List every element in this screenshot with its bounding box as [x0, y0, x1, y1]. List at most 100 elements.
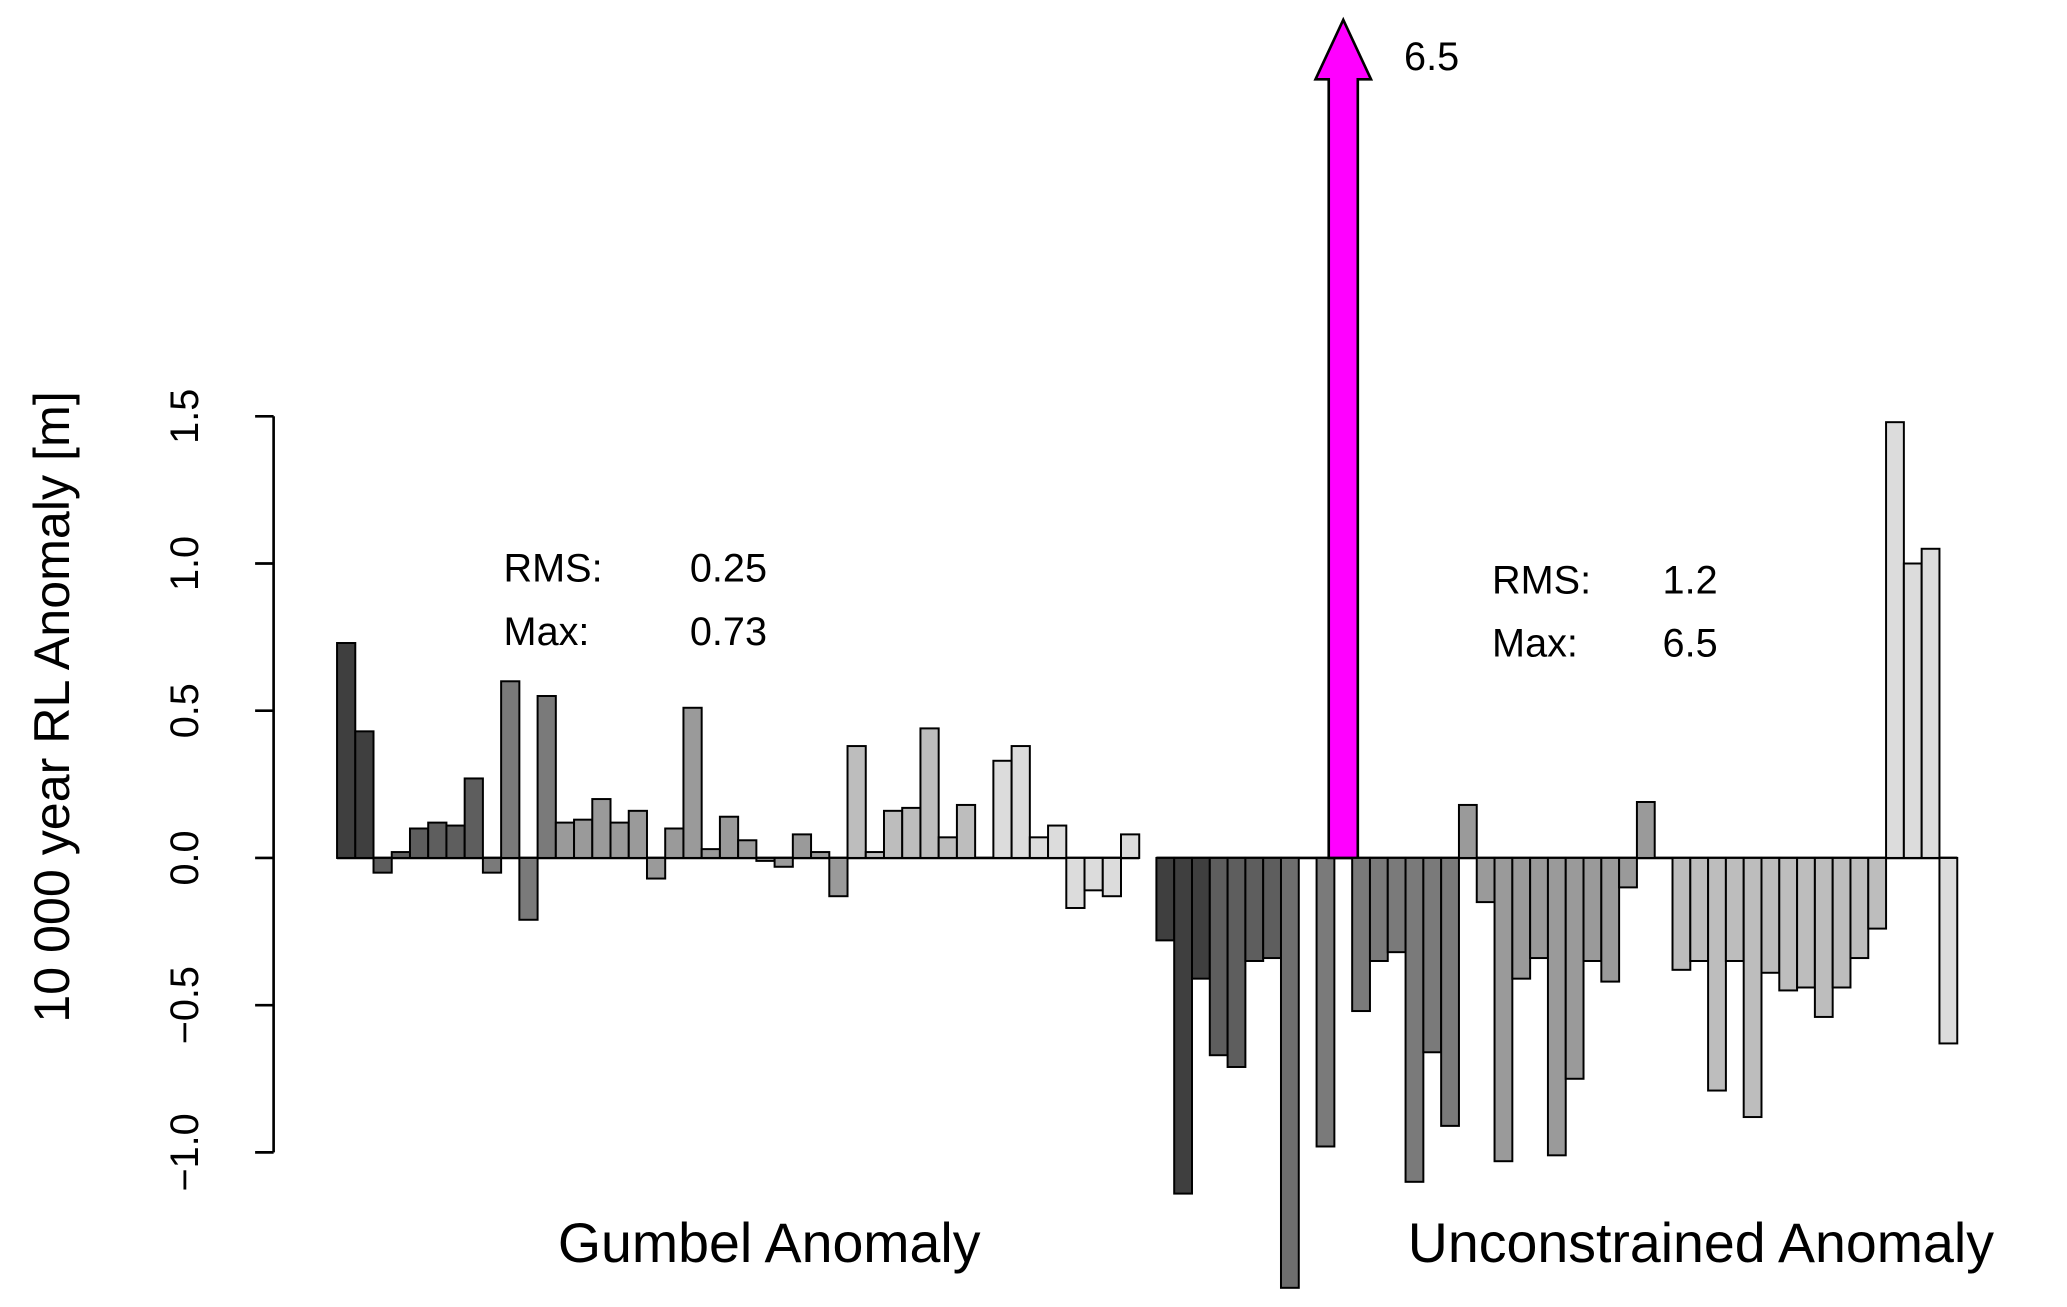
- y-tick-label: 0.5: [163, 683, 207, 738]
- bar: [1368, 856, 1389, 962]
- highlight-arrow: [1313, 16, 1374, 860]
- bar: [664, 827, 685, 859]
- bar: [1191, 856, 1211, 980]
- bar: [919, 727, 940, 859]
- max-label: Max:: [504, 610, 590, 654]
- bar: [1796, 856, 1816, 989]
- bar: [1885, 421, 1905, 859]
- bar: [1529, 856, 1549, 960]
- bar: [955, 803, 977, 859]
- bar: [1920, 547, 1941, 859]
- bar: [810, 851, 831, 859]
- bar: [1475, 856, 1496, 904]
- bar: [737, 839, 758, 859]
- bar: [463, 777, 484, 859]
- bar: [1010, 745, 1031, 859]
- bar: [1028, 836, 1050, 859]
- bar: [554, 821, 576, 859]
- bar: [1707, 856, 1727, 1092]
- bar: [1279, 856, 1300, 1289]
- highlight-label: 6.5: [1404, 35, 1459, 79]
- bar: [1600, 856, 1621, 983]
- group-label: Unconstrained Anomaly: [1408, 1212, 1994, 1274]
- y-axis-label: 10 000 year RL Anomaly [m]: [24, 391, 80, 1023]
- y-tick-label: 1.0: [163, 536, 207, 591]
- bar: [1760, 856, 1781, 974]
- bar: [1511, 856, 1532, 980]
- bar: [500, 680, 521, 859]
- bar: [937, 836, 958, 859]
- bar: [1849, 856, 1870, 960]
- bar: [682, 706, 703, 859]
- bar: [1173, 856, 1193, 1195]
- bar: [992, 759, 1013, 859]
- bar: [408, 827, 430, 859]
- bar: [791, 833, 813, 859]
- bar: [901, 806, 922, 859]
- bar: [1065, 856, 1086, 909]
- bar: [481, 856, 503, 874]
- bar: [1938, 856, 1959, 1045]
- bar: [1867, 856, 1888, 930]
- rms-value: 0.25: [690, 546, 767, 590]
- bar: [536, 695, 557, 859]
- bar: [1635, 801, 1656, 859]
- bar: [445, 824, 466, 859]
- bar: [1564, 856, 1585, 1080]
- rms-label: RMS:: [1492, 558, 1591, 602]
- bar: [354, 730, 375, 859]
- y-tick-label: −0.5: [163, 966, 207, 1044]
- bar: [1582, 856, 1603, 962]
- bar: [1422, 856, 1443, 1054]
- bar: [882, 809, 904, 859]
- bar: [1262, 856, 1282, 960]
- bar: [1083, 856, 1104, 892]
- bar: [627, 809, 648, 859]
- bar: [1208, 856, 1229, 1057]
- bar: [427, 821, 448, 859]
- bar: [1618, 856, 1638, 889]
- bar: [1386, 856, 1407, 954]
- bar: [718, 815, 740, 859]
- rms-label: RMS:: [504, 546, 603, 590]
- bar: [1440, 856, 1460, 1127]
- bar: [1047, 824, 1068, 859]
- max-label: Max:: [1492, 622, 1578, 666]
- bar: [1155, 856, 1176, 942]
- bar: [755, 856, 776, 862]
- bar: [609, 821, 630, 859]
- bar: [1671, 856, 1692, 971]
- bar: [372, 856, 393, 874]
- bar: [1226, 856, 1247, 1068]
- bar: [1101, 856, 1122, 898]
- y-tick-label: 0.0: [163, 830, 207, 885]
- bar: [864, 851, 885, 859]
- bar: [1778, 856, 1799, 992]
- rms-value: 1.2: [1663, 558, 1718, 602]
- bar: [1902, 562, 1923, 859]
- bar: [1120, 833, 1141, 859]
- bar: [828, 856, 849, 898]
- max-value: 6.5: [1663, 622, 1718, 666]
- bar: [390, 851, 411, 859]
- bar: [1724, 856, 1745, 962]
- bar: [1404, 856, 1425, 1183]
- bar: [1546, 856, 1567, 1157]
- bar: [846, 745, 867, 859]
- bar: [700, 848, 721, 859]
- bar: [1689, 856, 1710, 962]
- y-tick-label: 1.5: [163, 389, 207, 444]
- bar: [1831, 856, 1852, 989]
- bar: [1457, 803, 1478, 859]
- max-value: 0.73: [690, 610, 767, 654]
- group-label: Gumbel Anomaly: [558, 1212, 981, 1274]
- bar: [573, 818, 594, 859]
- bar: [1813, 856, 1834, 1018]
- bar: [518, 856, 539, 921]
- bar: [1493, 856, 1514, 1163]
- y-tick-label: −1.0: [163, 1113, 207, 1191]
- bar: [1742, 856, 1763, 1119]
- bar: [773, 856, 794, 868]
